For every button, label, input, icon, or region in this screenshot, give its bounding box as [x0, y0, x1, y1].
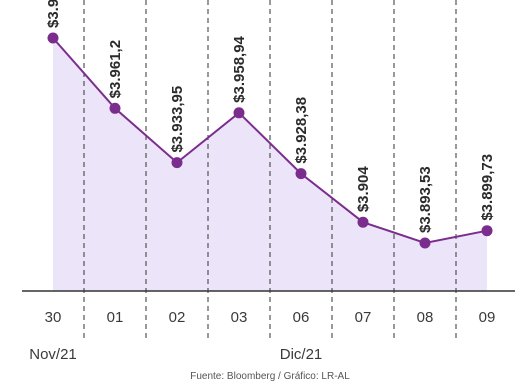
- x-tick-label-08: 08: [417, 309, 434, 326]
- data-point-08: [419, 237, 431, 249]
- data-label-30: $3.996,54: [45, 0, 62, 28]
- data-label-02: $3.933,95: [169, 86, 186, 153]
- source-note: Fuente: Bloomberg / Gráfico: LR-AL: [190, 371, 350, 382]
- x-tick-label-02: 02: [169, 309, 186, 326]
- data-point-01: [109, 102, 121, 114]
- x-group-label-0: Nov/21: [29, 346, 77, 363]
- data-point-06: [295, 168, 307, 180]
- data-label-01: $3.961,2: [107, 40, 124, 98]
- series-line: [52, 37, 488, 245]
- category-separators: [83, 0, 457, 340]
- data-point-03: [233, 107, 245, 119]
- data-label-06: $3.928,38: [293, 97, 310, 164]
- x-tick-label-01: 01: [107, 309, 124, 326]
- x-group-label-1: Dic/21: [280, 346, 323, 363]
- data-label-07: $3.904: [355, 166, 372, 213]
- data-label-03: $3.958,94: [231, 35, 248, 102]
- data-labels: $3.996,54 $3.961,2 $3.933,95 $3.958,94 $3.92…: [45, 0, 496, 233]
- data-label-08: $3.893,53: [417, 166, 434, 233]
- data-point-02: [171, 157, 183, 169]
- data-points: [47, 32, 493, 249]
- x-tick-label-06: 06: [293, 309, 310, 326]
- x-group-labels: Nov/21 Dic/21: [29, 346, 322, 363]
- x-tick-label-07: 07: [355, 309, 372, 326]
- x-tick-label-30: 30: [45, 309, 62, 326]
- x-tick-label-03: 03: [231, 309, 248, 326]
- data-point-07: [357, 216, 369, 228]
- data-point-30: [47, 32, 59, 44]
- data-point-09: [481, 225, 493, 237]
- x-tick-labels: 30 01 02 03 06 07 08 09: [45, 309, 496, 326]
- x-tick-label-09: 09: [479, 309, 496, 326]
- data-label-09: $3.899,73: [479, 154, 496, 221]
